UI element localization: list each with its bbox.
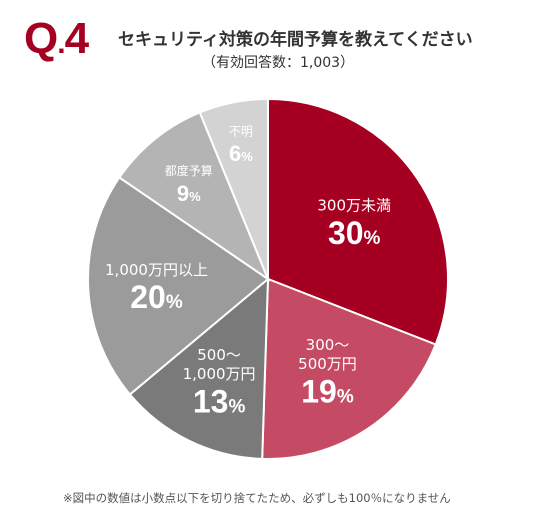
slice-label: 不明 xyxy=(229,124,253,138)
slice-label: 300～ xyxy=(306,336,350,354)
pie-slice xyxy=(87,176,270,396)
pie-slice xyxy=(261,277,437,460)
pie-slice xyxy=(117,111,271,282)
slice-label: 1,000万円以上 xyxy=(105,261,208,279)
slice-label: 500万円 xyxy=(298,355,357,373)
question-dot: . xyxy=(57,27,65,60)
slice-value: 20% xyxy=(130,279,183,315)
slice-label: 1,000万円 xyxy=(183,365,256,383)
question-title: セキュリティ対策の年間予算を教えてください xyxy=(118,30,473,50)
question-letter: Q xyxy=(24,14,58,63)
slice-label: 都度予算 xyxy=(165,163,213,178)
slice-value: 6% xyxy=(229,141,253,166)
slice-value: 9% xyxy=(177,181,201,206)
pie-slice xyxy=(128,276,270,460)
slice-value: 19% xyxy=(301,373,354,409)
pie-slice xyxy=(198,97,269,280)
question-digit: 4 xyxy=(64,14,90,63)
slice-value: 30% xyxy=(328,215,381,251)
response-count: （有効回答数：1,003） xyxy=(202,55,355,71)
pie-slice xyxy=(267,97,449,346)
footnote: ※図中の数値は小数点以下を切り捨てたため、必ずしも100％になりません xyxy=(63,491,451,505)
slice-label: 300万未満 xyxy=(317,197,391,215)
slice-value: 13% xyxy=(193,384,246,420)
slice-label: 500～ xyxy=(197,346,241,364)
question-number: Q.4 xyxy=(24,14,90,64)
